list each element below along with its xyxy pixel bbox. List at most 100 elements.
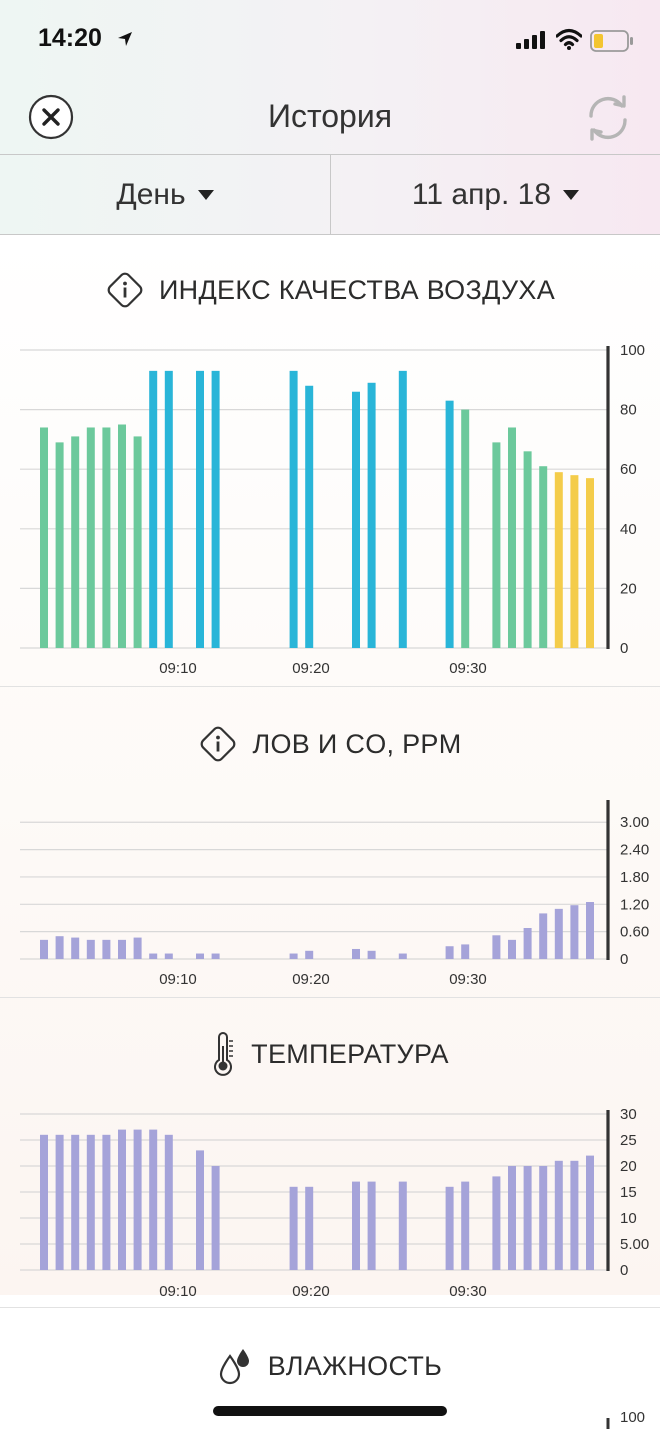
caret-down-icon (197, 189, 214, 200)
battery-icon (590, 30, 633, 52)
y-tick-label: 15 (620, 1184, 637, 1201)
y-tick-label: 1.80 (620, 869, 649, 886)
date-label: 11 апр. 18 (411, 177, 552, 211)
bar (211, 1166, 220, 1270)
period-date-selector: День 11 апр. 18 (0, 154, 660, 235)
bar (118, 1129, 126, 1270)
navigation-bar: История (0, 80, 660, 154)
y-tick-label: 0 (620, 640, 628, 657)
bar (164, 953, 173, 959)
x-tick-label: 09:10 (159, 971, 197, 988)
bar (289, 370, 298, 648)
bar (55, 1134, 64, 1270)
y-tick-label: 1.20 (620, 896, 649, 913)
bar (523, 1166, 532, 1270)
bar (461, 1181, 470, 1270)
bar (570, 1160, 579, 1270)
home-indicator (213, 1406, 447, 1416)
bar (570, 475, 579, 648)
bar (289, 953, 298, 959)
section-title-aqi: ИНДЕКС КАЧЕСТВА ВОЗДУХА (0, 268, 660, 312)
period-label: День (116, 177, 186, 211)
x-tick-label: 09:10 (159, 1283, 197, 1300)
bar (71, 436, 80, 648)
temperature-chart: 30 25 20 15 10 5.00 0 09:10 09:20 09:30 (20, 1106, 649, 1300)
bar (86, 1134, 95, 1270)
section-title-text: ТЕМПЕРАТУРА (251, 1038, 449, 1069)
bar (445, 400, 454, 648)
y-tick-label: 100 (620, 1409, 645, 1426)
bar (211, 370, 220, 648)
bar (86, 427, 95, 648)
bar (289, 1186, 298, 1270)
section-title-text: ИНДЕКС КАЧЕСТВА ВОЗДУХА (158, 274, 556, 305)
section-divider (0, 686, 660, 687)
bar (196, 1150, 204, 1270)
info-icon[interactable] (105, 270, 145, 310)
bar (55, 936, 64, 959)
thermometer-icon (211, 1032, 237, 1076)
bar (305, 1186, 314, 1270)
refresh-icon[interactable] (582, 92, 634, 144)
section-title-temperature: ТЕМПЕРАТУРА (0, 1032, 660, 1076)
bar (586, 902, 594, 959)
info-icon[interactable] (198, 724, 238, 764)
bar (133, 937, 142, 959)
y-tick-label: 25 (620, 1132, 637, 1149)
bar (133, 436, 142, 648)
y-tick-label: 100 (620, 342, 645, 359)
bar (492, 935, 501, 959)
bar (102, 1134, 111, 1270)
status-bar: 14:20 (0, 0, 660, 80)
date-dropdown[interactable]: 11 апр. 18 (331, 155, 660, 234)
bar (367, 950, 376, 959)
bar (149, 1129, 158, 1270)
bar (445, 1186, 454, 1270)
bar (71, 1134, 80, 1270)
y-tick-label: 0 (620, 951, 628, 968)
y-tick-label: 10 (620, 1210, 637, 1227)
bar (305, 385, 314, 648)
bar (164, 370, 173, 648)
bar (367, 382, 376, 648)
bar (102, 939, 111, 959)
bar (118, 424, 126, 648)
bar (196, 953, 204, 959)
x-tick-label: 09:30 (449, 660, 487, 677)
x-tick-label: 09:30 (449, 1283, 487, 1300)
wifi-icon (556, 28, 582, 50)
period-dropdown[interactable]: День (0, 155, 331, 234)
bar (554, 1160, 563, 1270)
caret-down-icon (563, 189, 580, 200)
y-tick-label: 0 (620, 1262, 628, 1279)
y-tick-label: 30 (620, 1106, 637, 1123)
bar (352, 948, 360, 959)
bar (461, 944, 470, 959)
x-tick-label: 09:20 (292, 971, 330, 988)
location-arrow-icon (118, 32, 132, 46)
bar (586, 1155, 594, 1270)
status-time: 14:20 (38, 24, 102, 52)
section-title-humidity: ВЛАЖНОСТЬ (0, 1344, 660, 1388)
y-tick-label: 60 (620, 461, 637, 478)
y-tick-label: 2.40 (620, 842, 649, 859)
bar (305, 950, 314, 959)
y-tick-label: 3.00 (620, 814, 649, 831)
bar (398, 370, 407, 648)
bar (445, 946, 454, 959)
bar (554, 908, 563, 959)
bar (40, 939, 48, 959)
bar (149, 953, 158, 959)
x-tick-label: 09:20 (292, 660, 330, 677)
bar (461, 409, 470, 648)
close-icon[interactable] (28, 94, 74, 140)
bar (196, 370, 204, 648)
bar (539, 1166, 548, 1270)
bar (40, 1134, 48, 1270)
section-title-text: ЛОВ И CO, PPM (252, 728, 462, 759)
bar (102, 427, 111, 648)
bar (352, 391, 360, 648)
bar (352, 1181, 360, 1270)
bar (211, 953, 220, 959)
x-tick-label: 09:20 (292, 1283, 330, 1300)
